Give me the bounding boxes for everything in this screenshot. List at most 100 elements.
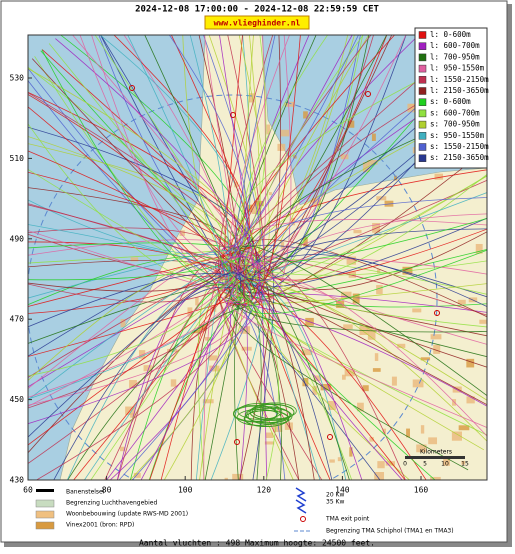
town <box>311 198 321 207</box>
x-tick-label: 80 <box>102 486 112 495</box>
legend-swatch <box>418 42 427 50</box>
map-legend-swatch <box>35 499 55 508</box>
y-tick-label: 530 <box>10 74 25 83</box>
flight-track <box>168 35 248 265</box>
town <box>367 330 376 340</box>
exit-point <box>365 91 371 97</box>
flight-track <box>28 106 221 299</box>
town <box>232 473 244 480</box>
flight-track <box>104 264 255 480</box>
legend-label: s: 2150-3650m <box>430 153 489 162</box>
town <box>224 477 228 480</box>
x-tick-label: 60 <box>23 486 33 495</box>
town <box>466 396 475 404</box>
town <box>461 461 465 465</box>
legend-label: s: 0-600m <box>430 97 471 106</box>
exit-label: TMA exit point <box>325 516 370 523</box>
town <box>412 308 422 313</box>
flight-track <box>140 245 241 480</box>
map-border <box>27 34 488 481</box>
flight-track <box>244 244 487 298</box>
y-tick-label: 490 <box>10 234 25 243</box>
flight-track <box>203 251 225 480</box>
town <box>327 400 336 410</box>
scale-tick: 0 <box>403 461 407 468</box>
map-legend-label: Vinex2001 (bron: RPD) <box>66 522 134 529</box>
town <box>341 291 352 299</box>
legend-swatch <box>418 76 427 84</box>
town <box>280 241 285 249</box>
scale-bar: Kilometers <box>405 449 465 459</box>
town <box>320 383 332 391</box>
flight-track <box>28 224 250 292</box>
flight-track <box>229 35 290 278</box>
flight-track <box>234 35 276 257</box>
flight-track <box>238 35 270 268</box>
map-legend-label: Banenstelsel <box>66 489 105 496</box>
town <box>272 423 283 432</box>
map-legend-label: Begrenzing Luchthavengebied <box>66 500 157 507</box>
town <box>374 353 379 361</box>
y-tick-label: 510 <box>10 154 25 163</box>
map-legend-swatch <box>35 510 55 519</box>
x-tick-label: 160 <box>414 486 429 495</box>
flight-track <box>148 299 249 480</box>
flight-track <box>28 258 235 382</box>
town <box>143 365 152 372</box>
town <box>167 348 178 353</box>
town <box>280 129 290 137</box>
flight-track <box>228 35 267 262</box>
flight-track <box>226 269 333 480</box>
legend-label: l: 950-1550m <box>430 64 485 73</box>
town <box>208 355 218 361</box>
town <box>312 386 317 395</box>
flight-track <box>243 75 465 303</box>
town <box>337 457 343 462</box>
town <box>342 374 346 380</box>
exit-point <box>234 439 240 445</box>
flight-track <box>55 38 261 300</box>
legend-label: s: 1550-2150m <box>430 142 489 151</box>
exit-point <box>327 434 333 440</box>
town <box>170 379 177 387</box>
flight-track <box>28 273 253 328</box>
legend-label: l: 2150-3650m <box>430 86 489 95</box>
y-tick-label: 450 <box>10 395 25 404</box>
flight-track <box>28 66 257 303</box>
exit-icon <box>300 516 306 522</box>
legend-swatch <box>418 109 427 118</box>
town <box>209 365 220 372</box>
wind-icon <box>295 487 307 514</box>
flight-track <box>225 297 282 480</box>
flight-track <box>243 35 257 277</box>
x-tick-label: 140 <box>335 486 350 495</box>
legend-label: s: 600-700m <box>430 108 480 117</box>
tma-label: Begrenzing TMA Schiphol (TMA1 en TMA3) <box>326 528 454 535</box>
flight-track <box>28 246 251 307</box>
flight-track <box>229 244 487 368</box>
town <box>397 343 406 348</box>
town <box>120 446 126 452</box>
flight-track <box>223 264 406 480</box>
flight-track <box>28 253 239 407</box>
flight-track <box>247 249 487 315</box>
scale-tick: 10 <box>441 461 449 468</box>
town <box>382 428 387 434</box>
town <box>357 402 364 412</box>
flight-track <box>245 35 393 291</box>
town <box>362 162 370 173</box>
scale-tick: 5 <box>423 461 427 468</box>
flight-track <box>222 35 243 274</box>
exit-point <box>129 85 135 91</box>
site-label: www.vlieghinder.nl <box>214 18 301 28</box>
flight-track <box>217 55 446 262</box>
town <box>412 379 424 388</box>
town <box>376 285 383 295</box>
scale-bar-rect <box>405 456 465 459</box>
town <box>336 300 345 308</box>
town <box>374 471 385 480</box>
flight-track <box>242 291 487 337</box>
flight-track <box>219 288 485 451</box>
flight-track <box>245 35 261 288</box>
